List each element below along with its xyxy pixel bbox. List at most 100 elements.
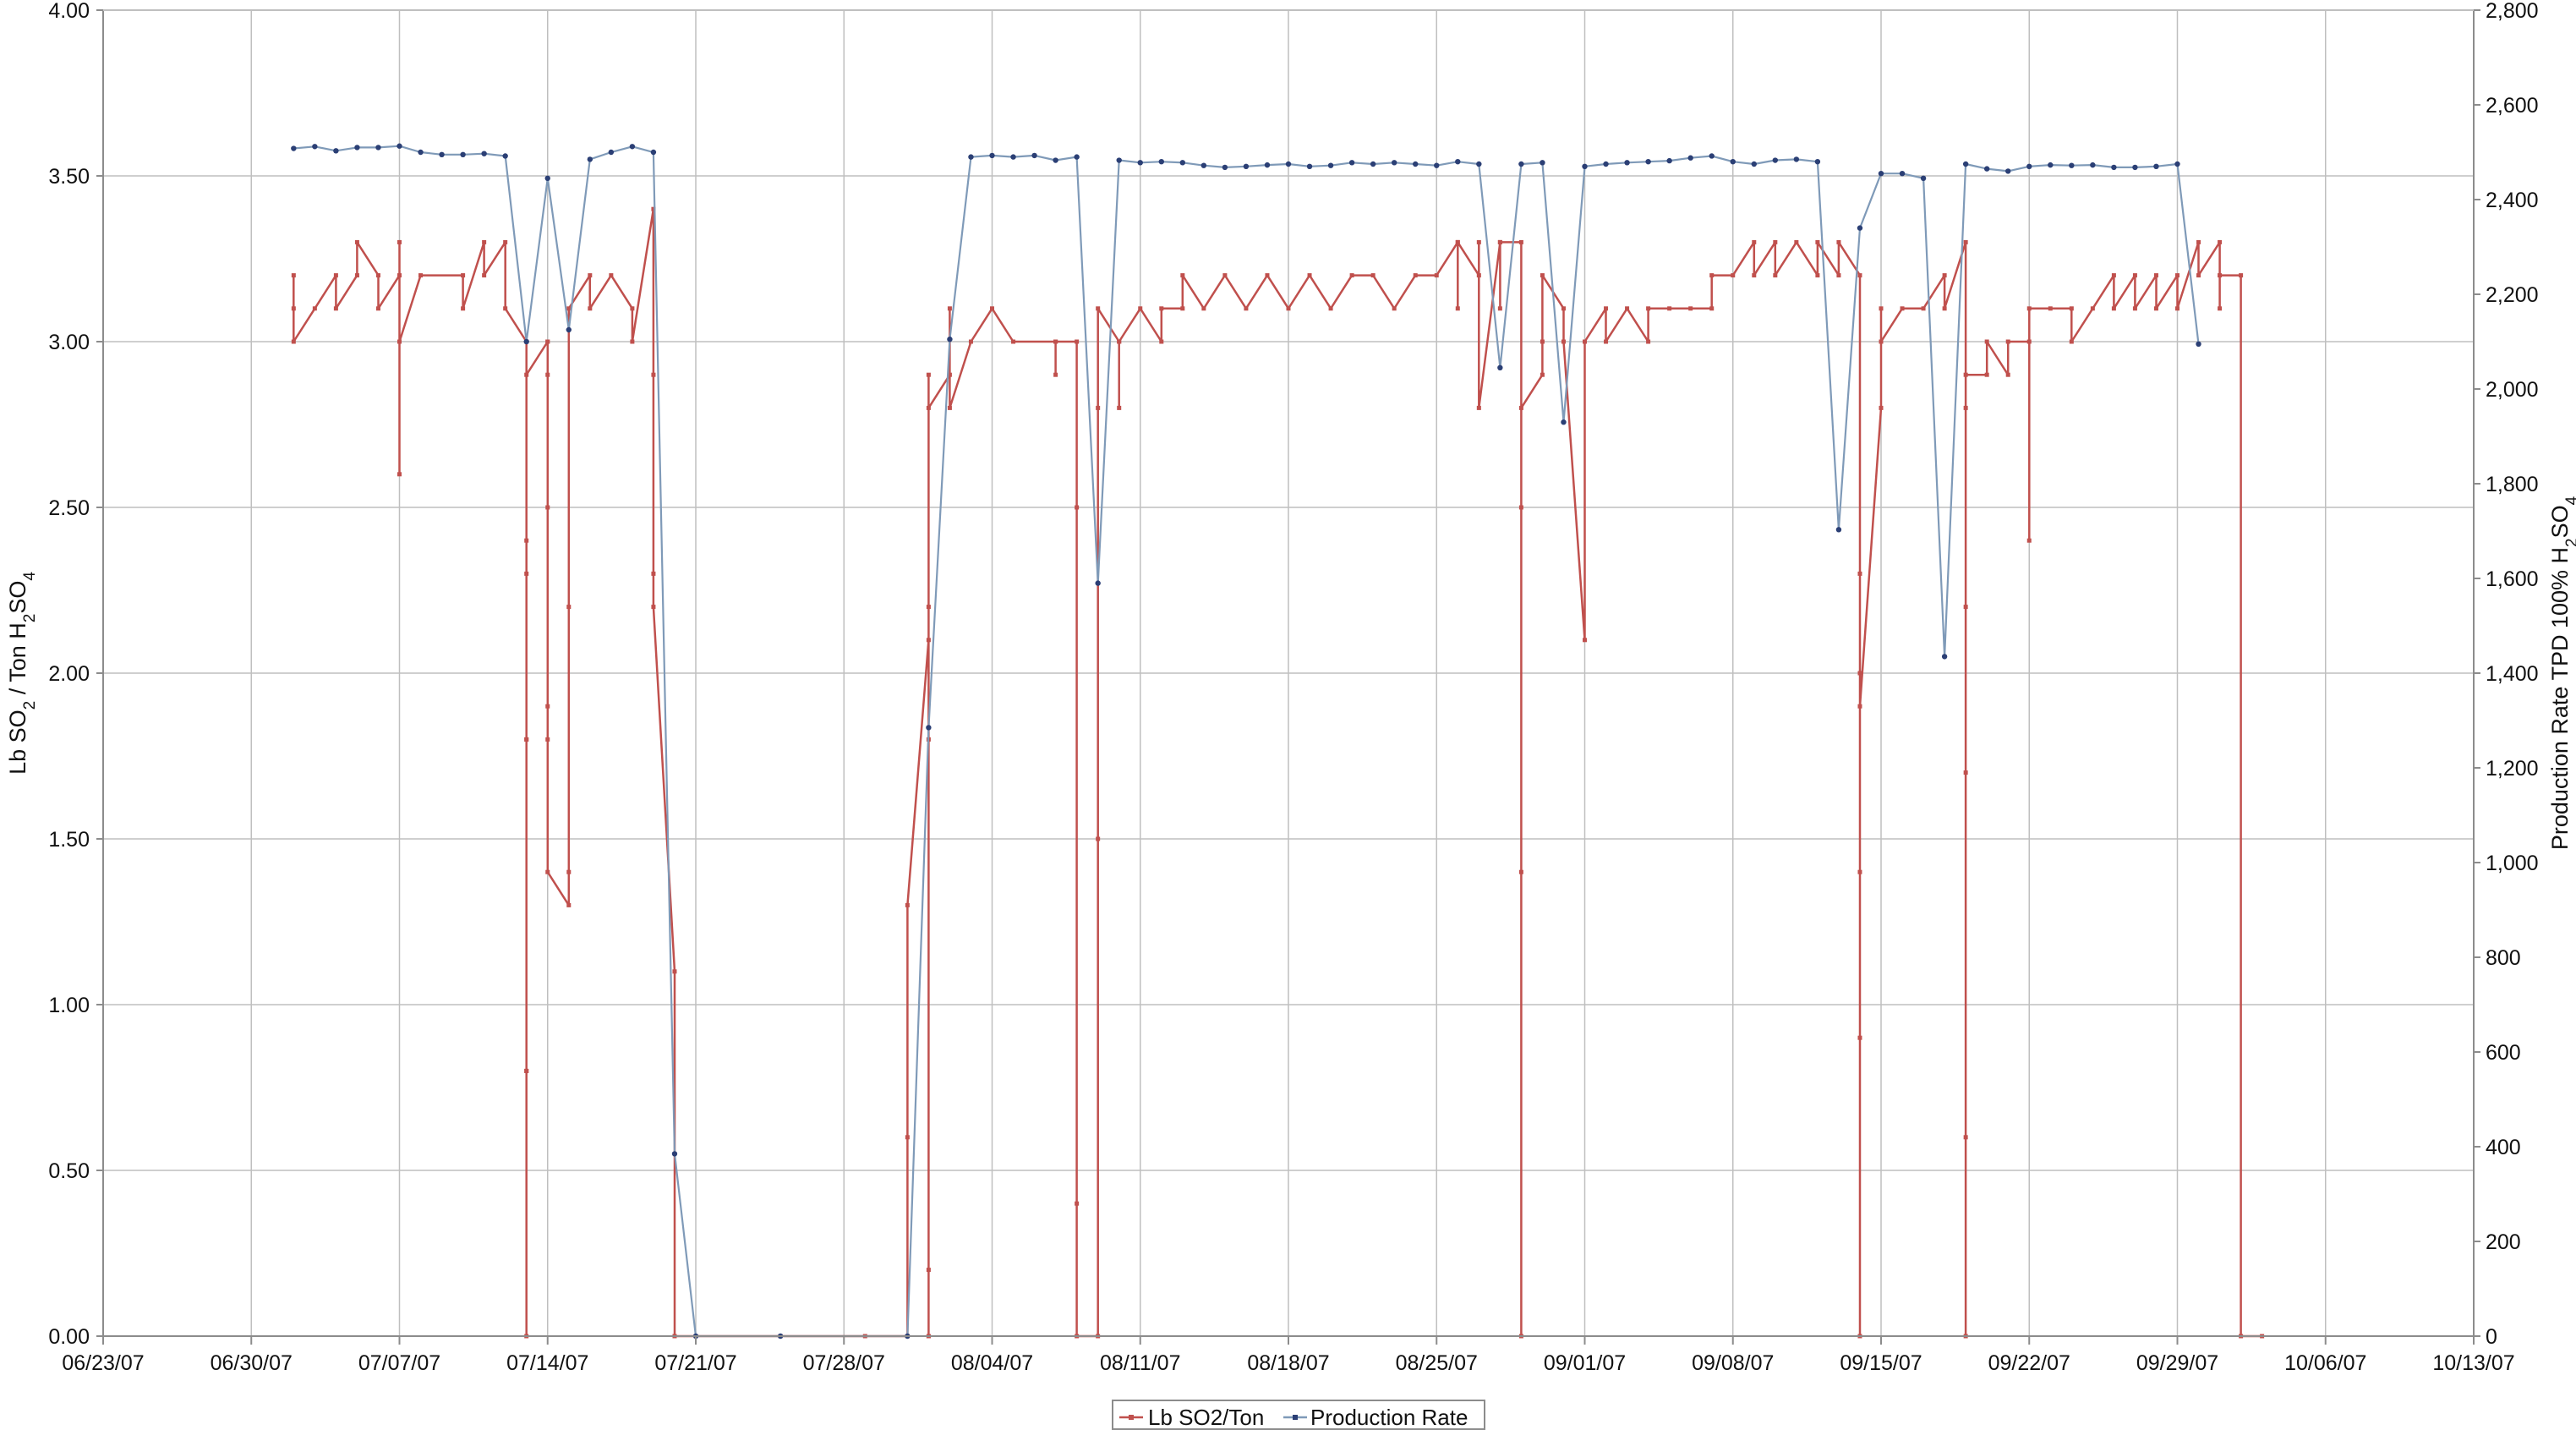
data-point-production [1413, 161, 1419, 167]
x-tick-label: 07/14/07 [506, 1351, 588, 1375]
data-point-so2 [1053, 372, 1058, 377]
y-left-tick-label: 1.00 [48, 994, 90, 1017]
data-point-production [1561, 419, 1567, 425]
legend-label-production: Production Rate [1310, 1405, 1468, 1430]
data-point-so2 [630, 339, 635, 344]
x-tick-label: 06/30/07 [211, 1351, 293, 1375]
data-point-so2 [651, 571, 656, 576]
data-point-so2 [545, 372, 550, 377]
data-point-so2 [588, 306, 593, 311]
data-point-so2 [1328, 306, 1333, 311]
data-point-production [1835, 527, 1842, 533]
x-tick-label: 08/18/07 [1247, 1351, 1329, 1375]
data-point-production [439, 151, 445, 157]
y-left-tick-label: 3.00 [48, 331, 90, 354]
x-axis-tick-labels: 06/23/07 06/30/07 07/07/07 07/14/07 07/21/07… [62, 1336, 2515, 1375]
data-point-so2 [503, 239, 508, 244]
data-point-production [1327, 162, 1334, 168]
data-point-so2 [2026, 339, 2032, 344]
data-point-so2 [1857, 1035, 1862, 1040]
data-point-so2 [545, 704, 550, 709]
data-point-so2 [1709, 273, 1715, 278]
data-point-so2 [1646, 306, 1651, 311]
data-point-so2 [2218, 273, 2223, 278]
data-point-so2 [333, 273, 338, 278]
left-y-axis-tick-labels: 0.00 0.50 1.00 1.50 2.00 2.50 3.00 3.50 4.00 [48, 0, 103, 1349]
y-right-tick-label: 1,400 [2486, 662, 2539, 686]
data-point-production [1243, 163, 1250, 169]
data-point-production [354, 145, 360, 151]
data-point-so2 [375, 306, 380, 311]
y-right-tick-label: 600 [2486, 1041, 2521, 1065]
legend: Lb SO2/Ton Production Rate [1112, 1400, 1485, 1430]
data-point-so2 [1836, 273, 1841, 278]
data-point-so2 [291, 339, 296, 344]
data-point-so2 [1159, 339, 1164, 344]
data-point-so2 [1857, 571, 1862, 576]
x-tick-label: 07/21/07 [654, 1351, 736, 1375]
data-point-so2 [651, 372, 656, 377]
data-point-production [544, 175, 550, 181]
data-point-production [312, 144, 318, 150]
y-left-tick-label: 4.00 [48, 0, 90, 23]
data-point-production [926, 725, 932, 731]
data-point-so2 [503, 306, 508, 311]
data-point-so2 [397, 273, 402, 278]
data-point-so2 [1752, 273, 1757, 278]
data-point-so2 [1984, 372, 1989, 377]
data-point-so2 [545, 737, 550, 742]
data-point-production [1624, 160, 1630, 166]
data-point-so2 [1096, 836, 1101, 841]
data-point-production [523, 338, 529, 345]
data-point-production [1772, 157, 1779, 163]
data-point-so2 [1265, 273, 1270, 278]
x-tick-label: 08/25/07 [1396, 1351, 1478, 1375]
data-point-so2 [1286, 306, 1291, 311]
data-point-production [1814, 159, 1821, 165]
data-point-so2 [1244, 306, 1249, 311]
data-point-so2 [1773, 273, 1778, 278]
data-point-production [1857, 225, 1863, 231]
data-point-so2 [1963, 605, 1968, 610]
data-point-production [671, 1151, 678, 1157]
data-point-production [587, 156, 593, 162]
data-point-so2 [397, 339, 402, 344]
data-point-so2 [905, 1135, 910, 1140]
data-point-so2 [926, 405, 931, 410]
data-point-production [1497, 364, 1503, 370]
right-y-axis-title: Production Rate TPD 100% H2SO4 [2547, 496, 2576, 850]
y-right-tick-label: 2,000 [2486, 378, 2539, 402]
data-point-so2 [1180, 306, 1185, 311]
data-point-production [1116, 157, 1122, 163]
data-point-so2 [1455, 306, 1460, 311]
data-point-so2 [1815, 273, 1820, 278]
data-point-production [1603, 161, 1609, 167]
series-layer [291, 143, 2265, 1340]
data-point-so2 [1857, 869, 1862, 874]
data-point-so2 [1963, 239, 1968, 244]
data-point-so2 [1667, 306, 1672, 311]
data-point-so2 [672, 969, 677, 974]
data-point-so2 [2132, 273, 2137, 278]
data-point-so2 [2005, 339, 2010, 344]
data-point-so2 [482, 273, 487, 278]
x-tick-label: 07/28/07 [803, 1351, 885, 1375]
data-point-so2 [1879, 306, 1884, 311]
data-point-so2 [1561, 339, 1566, 344]
x-tick-label: 10/06/07 [2284, 1351, 2366, 1375]
data-point-so2 [1180, 273, 1185, 278]
data-point-so2 [1857, 704, 1862, 709]
data-point-production [1158, 159, 1164, 165]
data-point-so2 [926, 605, 931, 610]
data-point-so2 [1053, 339, 1058, 344]
data-point-production [333, 148, 339, 154]
data-point-production [1434, 162, 1440, 168]
data-point-so2 [1963, 372, 1968, 377]
data-point-production [1962, 161, 1969, 167]
data-point-so2 [1604, 339, 1609, 344]
data-point-so2 [1561, 306, 1566, 311]
data-point-so2 [1731, 273, 1736, 278]
data-point-so2 [968, 339, 973, 344]
data-point-so2 [1942, 273, 1947, 278]
data-point-production [2174, 161, 2180, 167]
